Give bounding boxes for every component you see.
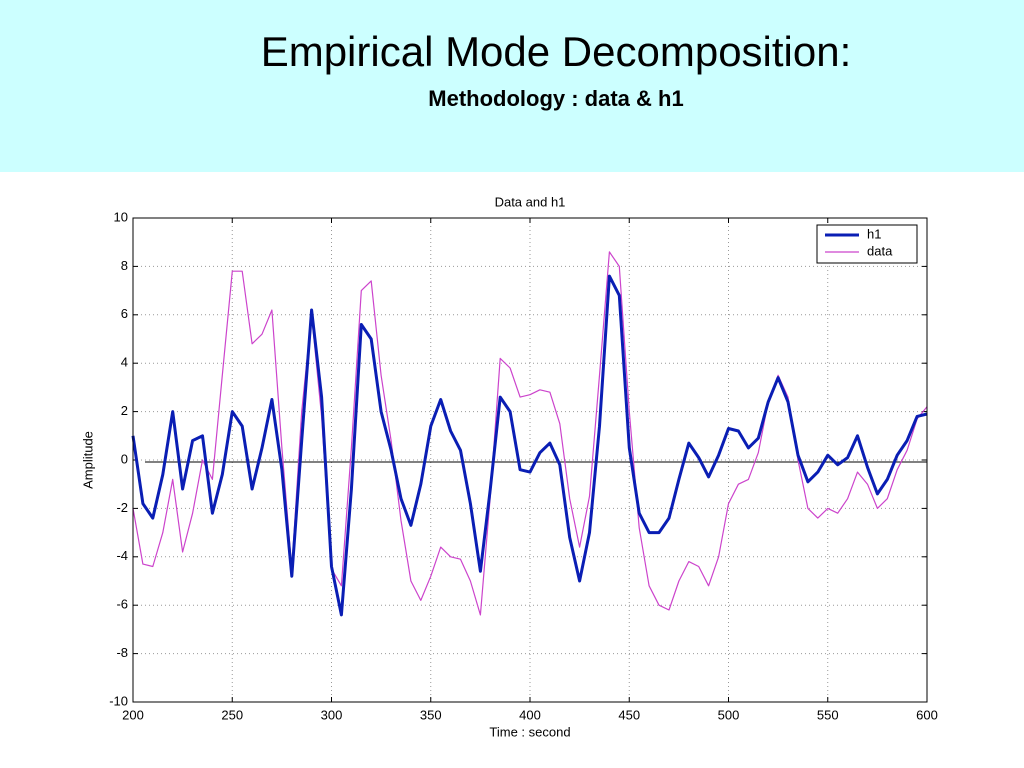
y-tick-label: 8 [121,258,128,273]
y-tick-label: 6 [121,306,128,321]
legend-box [816,224,918,264]
y-tick-label: -4 [116,548,128,563]
y-tick-label: -10 [109,693,128,708]
y-tick-label: 0 [121,451,128,466]
y-tick-label: 4 [121,355,128,370]
x-tick-label: 200 [122,707,144,722]
header-band: Empirical Mode Decomposition: Methodolog… [0,0,1024,172]
x-tick-label: 500 [718,707,740,722]
y-tick-label: 2 [121,403,128,418]
legend-label: h1 [867,226,881,241]
slide-title: Empirical Mode Decomposition: [260,28,852,75]
y-tick-label: -8 [116,645,128,660]
chart: Data and h1 Time : second Amplitude -10 -… [80,194,938,739]
y-tick-label: 10 [114,209,128,224]
y-axis-label: Amplitude [80,431,95,489]
x-tick-label: 550 [817,707,839,722]
x-tick-label: 600 [916,707,938,722]
x-tick-label: 350 [420,707,442,722]
y-tick-label: -2 [116,500,128,515]
x-tick-label: 400 [519,707,541,722]
y-tick-label: -6 [116,597,128,612]
x-tick-label: 250 [221,707,243,722]
plot-frame [132,217,928,703]
legend-label: data [867,243,893,258]
series-line [131,274,928,617]
x-axis-label: Time : second [489,724,570,739]
slide-subtitle: Methodology : data & h1 [428,86,684,111]
x-tick-label: 450 [618,707,640,722]
x-tick-label: 300 [321,707,343,722]
chart-title: Data and h1 [495,194,566,209]
